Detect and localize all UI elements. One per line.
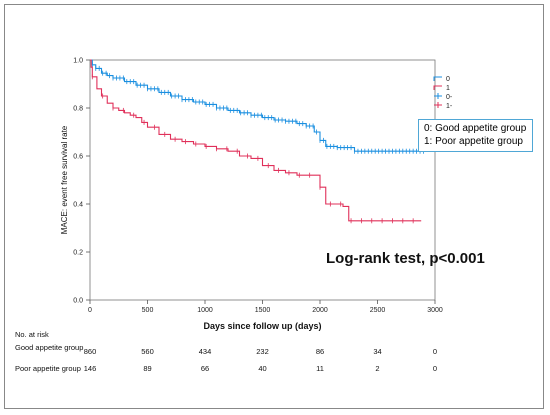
risk-value: 66 [200,364,210,373]
risk-value: 146 [83,364,97,373]
series-line-1 [90,59,422,222]
risk-row-label-good: Good appetite group [15,343,84,352]
group-legend-poor: 1: Poor appetite group [424,136,523,147]
risk-value: 89 [143,364,152,373]
legend-label-0: 0 [446,76,450,83]
legend-label-1: 1 [446,85,450,92]
risk-value: 560 [141,347,154,356]
y-tick-label: 0.2 [73,250,83,257]
risk-value: 2 [375,364,380,373]
y-tick-label: 0.8 [73,106,83,113]
x-axis-label: Days since follow up (days) [203,321,321,331]
y-tick-label: 0.4 [73,202,83,209]
group-legend-good: 0: Good appetite group [424,123,527,134]
risk-value: 232 [256,347,269,356]
y-tick-label: 1.0 [73,58,83,65]
legend-label-1-: 1- [446,103,453,110]
risk-value: 860 [83,347,97,356]
legend-swatch-0 [433,76,442,81]
group-legend-box: 0: Good appetite group 1: Poor appetite … [418,119,533,152]
x-tick-label: 2500 [370,307,386,314]
risk-value: 0 [432,347,438,356]
y-tick-label: 0.6 [73,154,83,161]
risk-row-label-poor: Poor appetite group [15,364,81,373]
logrank-annotation: Log-rank test, p<0.001 [326,250,485,267]
x-tick-label: 2000 [312,307,328,314]
x-tick-label: 0 [88,307,92,314]
y-axis-label: MACE: event free survival rate [60,125,69,234]
risk-value: 34 [373,347,382,356]
figure-frame [4,4,544,409]
risk-table-title: No. at risk [15,330,49,339]
x-tick-label: 500 [142,307,154,314]
x-tick-label: 1000 [197,307,213,314]
series-line-0 [90,59,424,152]
x-tick-label: 1500 [255,307,271,314]
legend-swatch-1 [433,85,442,90]
legend-label-0-: 0- [446,94,453,101]
x-tick-label: 3000 [427,307,443,314]
risk-value: 86 [315,347,325,356]
risk-value: 40 [258,364,267,373]
risk-value: 0 [432,364,438,373]
risk-value: 434 [198,347,212,356]
y-tick-label: 0.0 [73,298,83,305]
risk-value: 11 [316,364,324,373]
